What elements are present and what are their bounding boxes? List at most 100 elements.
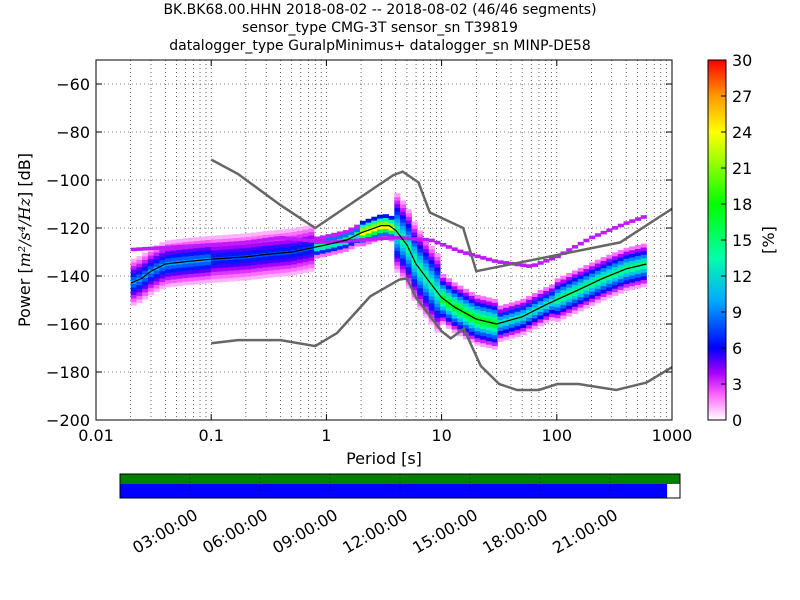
psd-cell (199, 251, 206, 255)
psd-cell (251, 246, 258, 251)
psd-cell (566, 280, 573, 285)
psd-cell (554, 317, 561, 322)
psd-cell (594, 281, 601, 286)
psd-cell (594, 292, 601, 297)
psd-cell (422, 263, 430, 268)
psd-cell (411, 279, 418, 283)
psd-cell (623, 258, 630, 263)
psd-cell (245, 272, 252, 277)
psd-cell (594, 270, 601, 275)
psd-cell (291, 228, 298, 233)
psd-cell (514, 315, 521, 320)
psd-cell (187, 248, 195, 253)
psd-cell (508, 334, 516, 339)
psd-cell (153, 259, 160, 264)
psd-cell (417, 244, 424, 249)
psd-cell (285, 257, 292, 262)
psd-cell (526, 313, 533, 318)
psd-cell (549, 295, 556, 300)
psd-cell (440, 320, 447, 325)
psd-cell (485, 308, 493, 313)
psd-cell (228, 245, 235, 250)
psd-cell (503, 329, 510, 334)
psd-cell (537, 315, 544, 320)
psd-cell (543, 301, 550, 306)
psd-cell (589, 287, 596, 292)
psd-cell (634, 273, 642, 278)
psd-cell (159, 242, 166, 247)
psd-cell (176, 242, 183, 247)
psd-cell (153, 252, 160, 257)
psd-cell (526, 317, 533, 322)
psd-outlier-cell (382, 236, 389, 241)
psd-outlier-cell (480, 256, 487, 260)
psd-outlier-cell (457, 249, 464, 254)
psd-cell (268, 266, 275, 271)
psd-cell (210, 264, 218, 269)
psd-cell (537, 290, 544, 294)
colorbar-tick-label: 27 (732, 87, 752, 106)
psd-cell (176, 271, 183, 276)
psd-cell (422, 256, 430, 260)
psd-cell (617, 289, 624, 294)
psd-cell (463, 328, 470, 333)
psd-cell (285, 232, 292, 237)
psd-cell (176, 249, 183, 254)
psd-cell (600, 282, 607, 287)
psd-cell (634, 245, 642, 249)
psd-cell (566, 301, 573, 306)
psd-cell (400, 258, 407, 263)
psd-cell (394, 250, 401, 255)
psd-cell (640, 243, 647, 248)
psd-cell (514, 329, 521, 334)
psd-cell (617, 268, 624, 272)
psd-cell (566, 287, 573, 292)
psd-cell (159, 267, 166, 272)
psd-cell (411, 275, 418, 280)
psd-cell (583, 290, 590, 295)
psd-cell (239, 248, 246, 252)
psd-cell (594, 266, 601, 271)
psd-cell (480, 335, 487, 340)
psd-outlier-cell (273, 236, 281, 240)
psd-cell (228, 234, 235, 239)
psd-cell (491, 298, 498, 303)
psd-cell (474, 330, 481, 335)
psd-outlier-cell (411, 237, 418, 241)
psd-cell (451, 311, 458, 316)
psd-cell (400, 268, 407, 273)
psd-cell (554, 296, 561, 301)
psd-outlier-cell (325, 240, 332, 245)
psd-cell (147, 276, 155, 281)
psd-cell (411, 228, 418, 233)
psd-cell (434, 303, 441, 308)
psd-cell (640, 276, 647, 280)
psd-cell (543, 297, 550, 302)
psd-cell (216, 278, 223, 283)
psd-cell (136, 284, 143, 289)
psd-cell (193, 240, 200, 245)
psd-cell (165, 240, 172, 245)
psd-cell (245, 261, 252, 266)
psd-cell (629, 260, 636, 265)
psd-cell (359, 235, 367, 240)
psd-cell (434, 292, 441, 297)
psd-cell (537, 308, 544, 312)
psd-cell (463, 292, 470, 297)
psd-cell (445, 281, 452, 286)
colorbar-tick-label: 3 (732, 375, 742, 394)
psd-cell (130, 269, 137, 274)
psd-cell (187, 237, 195, 242)
psd-cell (239, 233, 246, 238)
psd-cell (302, 250, 309, 255)
psd-cell (422, 274, 430, 278)
psd-cell (130, 283, 137, 288)
psd-cell (457, 285, 464, 290)
psd-cell (474, 298, 481, 303)
psd-outlier-cell (640, 215, 647, 219)
psd-cell (405, 274, 412, 279)
psd-cell (319, 253, 326, 258)
psd-cell (612, 281, 619, 286)
psd-cell (394, 240, 401, 244)
psd-outlier-cell (400, 236, 407, 240)
